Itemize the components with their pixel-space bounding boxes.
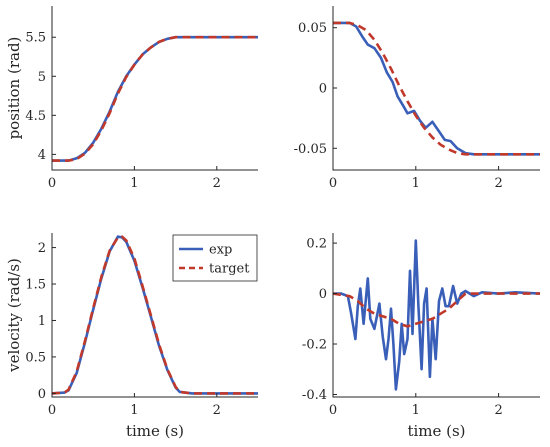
y-axis-label: velocity (rad/s) [5,258,23,373]
axes-frame [332,6,540,171]
panel-top-right: 0 1 2 -0.05 0 0.05 [294,6,540,191]
y-tick-label: 0.5 [25,350,46,365]
y-tick-label: -0.2 [302,338,327,353]
panel-bottom-left: 0 1 2 0 0.5 1 1.5 2 time (s) velocity (rad/s) exp t… [5,233,258,440]
x-tick-label: 1 [412,403,420,418]
x-tick-label: 0 [329,176,337,191]
panel-bottom-right: 0 1 2 -0.4 -0.2 0 0.2 time (s) [302,233,541,440]
x-tick-label: 1 [130,403,138,418]
y-tick-label: -0.05 [294,142,327,157]
legend-label-exp: exp [209,243,232,258]
x-tick-label: 2 [494,176,502,191]
y-tick-label: 0 [319,287,327,302]
series-line-target [51,235,258,395]
series-line-target [52,35,258,162]
y-tick-label: 5 [38,70,46,85]
y-tick-label: 2 [38,241,46,256]
legend-label-target: target [209,262,250,277]
y-tick-label: 4 [38,148,46,163]
x-tick-label: 0 [48,176,56,191]
legend-box [172,234,258,282]
x-axis-label: time (s) [126,422,184,440]
x-tick-label: 2 [494,403,502,418]
series-line-exp [333,21,540,156]
axes-frame [51,6,258,171]
y-tick-label: 0 [319,82,327,97]
y-tick-label: 5.5 [25,31,46,46]
series-line-exp [52,35,258,162]
x-tick-label: 2 [213,176,221,191]
y-axis-label: position (rad) [5,37,23,140]
y-tick-label: 0.05 [298,21,327,36]
legend: exp target [172,234,258,282]
y-tick-label: 0.2 [306,237,327,252]
x-tick-label: 1 [412,176,420,191]
x-tick-label: 2 [213,403,221,418]
x-tick-label: 1 [130,176,138,191]
y-tick-label: 4.5 [25,109,46,124]
x-axis-label: time (s) [407,422,465,440]
x-tick-label: 0 [329,403,337,418]
series-line-exp [333,239,541,391]
y-tick-label: 1 [38,314,46,329]
x-tick-label: 0 [48,403,56,418]
y-tick-label: 1.5 [25,278,46,293]
y-tick-label: -0.4 [302,388,327,403]
y-tick-label: 0 [38,387,46,402]
series-line-target [333,21,540,156]
